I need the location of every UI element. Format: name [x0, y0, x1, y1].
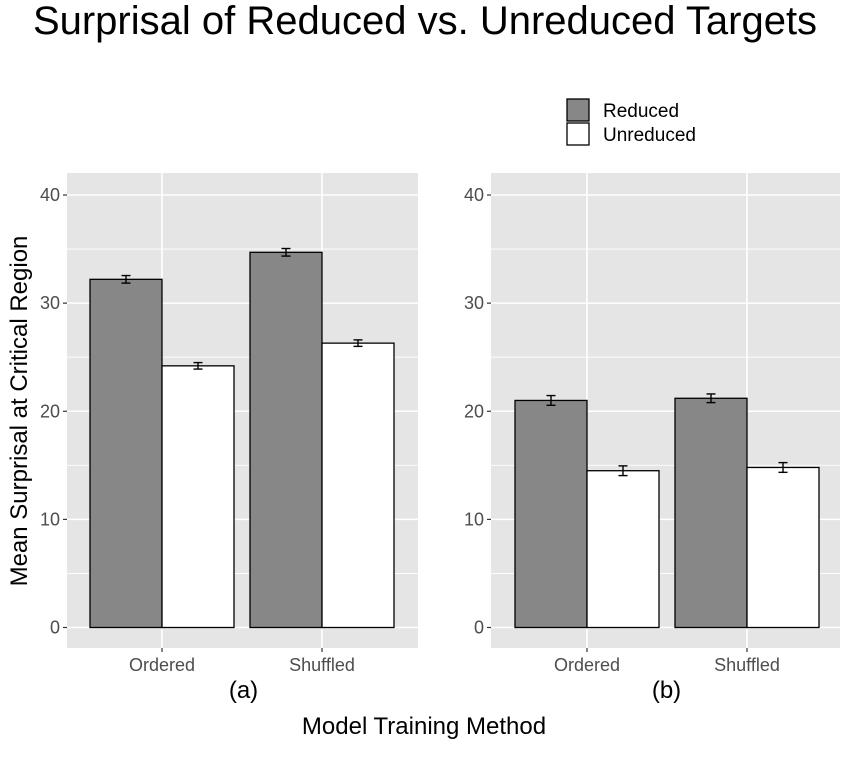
bar-reduced-ordered: [89, 278, 163, 629]
error-bar: [193, 361, 203, 370]
y-tick-label: 0: [474, 618, 484, 638]
x-tick-label: Shuffled: [289, 655, 355, 675]
x-tick-label: Shuffled: [714, 655, 780, 675]
y-tick-label: 0: [50, 618, 60, 638]
x-tick-label: Ordered: [554, 655, 620, 675]
panel-label: (a): [229, 677, 258, 704]
legend-key-unreduced: [566, 122, 590, 146]
panel-label: (b): [652, 677, 681, 704]
y-tick-label: 30: [40, 293, 60, 313]
error-bar: [778, 461, 788, 474]
x-tick-label: Ordered: [129, 655, 195, 675]
x-axis-title: Model Training Method: [302, 713, 546, 740]
y-axis-title: Mean Surprisal at Critical Region: [6, 236, 33, 587]
bar-reduced-ordered: [514, 399, 588, 629]
error-bar: [281, 247, 291, 257]
bar-reduced-shuffled: [249, 251, 323, 629]
y-tick-label: 10: [40, 509, 60, 529]
bar-reduced-shuffled: [674, 397, 748, 629]
y-tick-label: 20: [40, 401, 60, 421]
bar-unreduced-ordered: [586, 470, 660, 629]
y-tick-label: 30: [464, 293, 484, 313]
chart-title: Surprisal of Reduced vs. Unreduced Targe…: [33, 0, 817, 43]
error-bar: [546, 394, 556, 407]
error-bar: [353, 339, 363, 348]
error-bar: [618, 465, 628, 477]
panel-b: 0 10 20 30 40 Ordered Shuffled (b): [464, 173, 840, 704]
panel-a: 0 10 20 30 40 Ordered Shuffled (a): [40, 173, 418, 704]
error-bar: [706, 393, 716, 404]
legend-label-reduced: Reduced: [603, 101, 679, 122]
bar-unreduced-shuffled: [321, 342, 395, 629]
y-tick-label: 20: [464, 401, 484, 421]
bar-unreduced-ordered: [161, 365, 235, 629]
y-tick-label: 10: [464, 509, 484, 529]
legend: Reduced Unreduced: [566, 98, 696, 146]
legend-key-reduced: [566, 98, 590, 122]
bar-unreduced-shuffled: [746, 466, 820, 629]
error-bar: [121, 274, 131, 284]
y-tick-label: 40: [40, 185, 60, 205]
y-tick-label: 40: [464, 185, 484, 205]
legend-label-unreduced: Unreduced: [603, 125, 696, 146]
